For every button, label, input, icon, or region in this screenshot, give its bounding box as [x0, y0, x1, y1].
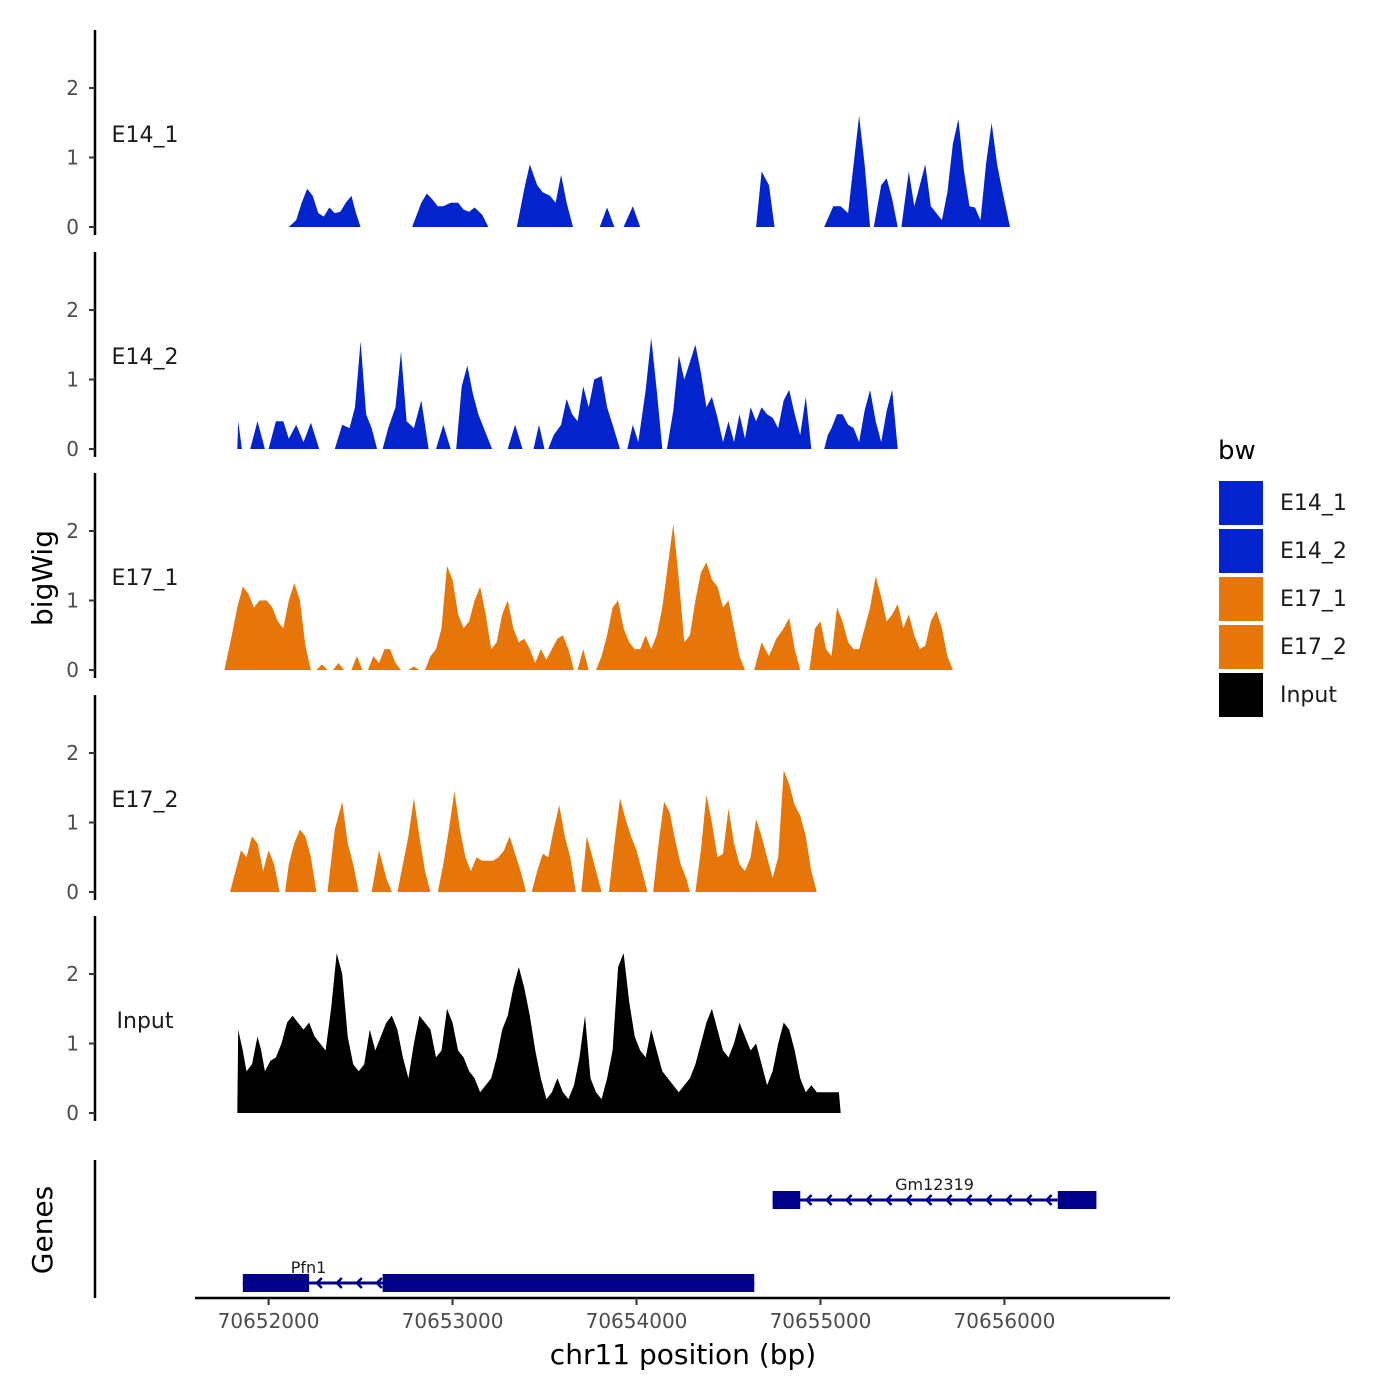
- legend-label: E17_1: [1280, 587, 1347, 612]
- strand-arrow: [335, 1277, 343, 1289]
- strand-arrow: [375, 1277, 383, 1289]
- track-label: E17_1: [112, 566, 179, 591]
- strand-arrow: [844, 1194, 853, 1206]
- legend: bw E14_1 E14_2 E17_1 E17_2 Input: [1218, 436, 1347, 717]
- y-tick-label: 1: [66, 811, 79, 835]
- track-label: E17_2: [112, 788, 179, 813]
- strand-arrow: [964, 1194, 973, 1206]
- strand-arrow: [1044, 1194, 1053, 1206]
- y-tick-label: 2: [66, 298, 79, 322]
- gene-exon: [772, 1191, 801, 1209]
- strand-arrow: [864, 1194, 873, 1206]
- x-tick-label: 70652000: [218, 1309, 320, 1333]
- gene-annotation-track: Pfn1 Gm12319: [93, 1160, 1097, 1298]
- y-tick-label: 1: [66, 146, 79, 170]
- track-label: E14_1: [112, 123, 179, 148]
- track-label: E14_2: [112, 345, 179, 370]
- strand-arrow: [315, 1277, 323, 1289]
- strand-arrow: [355, 1277, 363, 1289]
- y-tick-label: 0: [66, 658, 79, 682]
- gene-exon: [1057, 1191, 1097, 1209]
- coverage-area-e17-1: [224, 524, 953, 670]
- y-tick-label: 2: [66, 76, 79, 100]
- y-tick-label: 1: [66, 368, 79, 392]
- coverage-area-e14-2: [237, 337, 898, 449]
- gene-pfn1: Pfn1: [242, 1258, 755, 1292]
- strand-arrow: [984, 1194, 993, 1206]
- y-tick-label: 2: [66, 741, 79, 765]
- y-tick-label: 0: [66, 1101, 79, 1125]
- gene-label: Gm12319: [895, 1175, 974, 1194]
- y-tick-label: 1: [66, 1032, 79, 1056]
- gene-exon: [242, 1274, 310, 1292]
- strand-arrow: [944, 1194, 953, 1206]
- legend-swatch: [1219, 673, 1263, 717]
- track-e14-1: 0 1 2 E14_1: [66, 30, 1010, 239]
- y-tick-label: 0: [66, 437, 79, 461]
- x-tick-label: 70653000: [402, 1309, 504, 1333]
- legend-label: E17_2: [1280, 635, 1347, 660]
- strand-arrow: [904, 1194, 913, 1206]
- strand-arrow: [924, 1194, 933, 1206]
- coverage-area-e14-1: [288, 115, 1010, 227]
- x-axis: 70652000 70653000 70654000 70655000 70656000: [195, 1296, 1170, 1333]
- y-tick-label: 0: [66, 880, 79, 904]
- y-tick-label: 2: [66, 962, 79, 986]
- gene-label: Pfn1: [291, 1258, 327, 1277]
- strand-arrow: [804, 1194, 813, 1206]
- y-tick-label: 1: [66, 589, 79, 613]
- track-e14-2: 0 1 2 E14_2: [66, 252, 898, 461]
- x-tick-label: 70655000: [770, 1309, 872, 1333]
- legend-title: bw: [1218, 436, 1256, 466]
- y-axis-title: bigWig: [26, 530, 59, 626]
- gene-gm12319: Gm12319: [772, 1175, 1097, 1209]
- x-tick-label: 70654000: [586, 1309, 688, 1333]
- track-e17-2: 0 1 2 E17_2: [66, 695, 817, 904]
- strand-arrow: [884, 1194, 893, 1206]
- legend-swatch: [1219, 481, 1263, 525]
- strand-arrow: [824, 1194, 833, 1206]
- strand-arrow: [1024, 1194, 1033, 1206]
- legend-label: E14_2: [1280, 539, 1347, 564]
- coverage-tracks: 0 1 2 E14_1 0 1 2 E14_2 0 1 2 E17_1 0 1 2 E17_2 0 1 2 Input: [66, 30, 1010, 1125]
- genes-axis-title: Genes: [26, 1186, 59, 1274]
- gene-exon: [382, 1274, 755, 1292]
- y-tick-label: 2: [66, 519, 79, 543]
- y-tick-label: 0: [66, 215, 79, 239]
- legend-label: E14_1: [1280, 491, 1347, 516]
- legend-swatch: [1219, 625, 1263, 669]
- track-label: Input: [117, 1009, 174, 1034]
- strand-arrow: [1004, 1194, 1013, 1206]
- x-axis-title: chr11 position (bp): [550, 1338, 816, 1371]
- legend-swatch: [1219, 577, 1263, 621]
- coverage-area-input: [237, 953, 841, 1113]
- track-e17-1: 0 1 2 E17_1: [66, 473, 953, 682]
- coverage-area-e17-2: [230, 770, 817, 892]
- legend-label: Input: [1280, 683, 1337, 708]
- legend-swatch: [1219, 529, 1263, 573]
- x-tick-label: 70656000: [954, 1309, 1056, 1333]
- track-input: 0 1 2 Input: [66, 916, 841, 1125]
